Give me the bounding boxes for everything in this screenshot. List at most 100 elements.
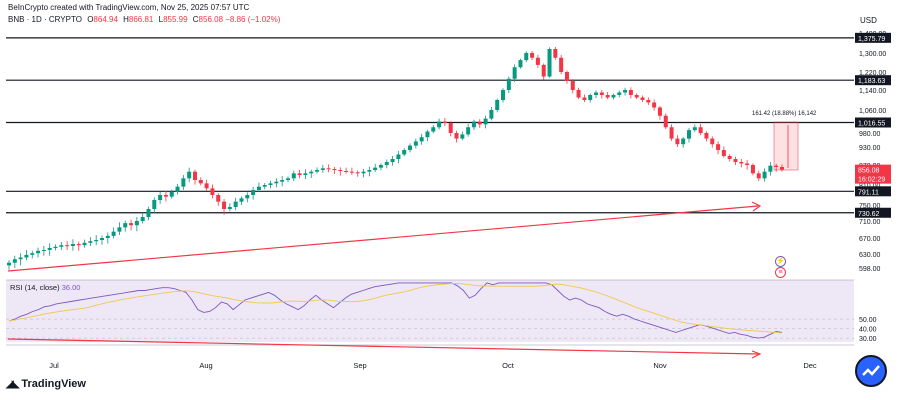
candle-body — [129, 223, 134, 226]
candle-body — [65, 245, 70, 247]
candle-body — [640, 97, 645, 100]
candle-body — [76, 244, 81, 246]
candle-body — [704, 133, 709, 139]
close-key: C — [192, 15, 199, 24]
price-tick-label: 1,220.00 — [859, 70, 886, 77]
candle-body — [134, 221, 139, 226]
candle-body — [367, 170, 372, 172]
rsi-trendline-arrowhead — [751, 350, 762, 359]
candle-body — [698, 127, 703, 133]
time-tick-label: Sep — [353, 361, 366, 370]
currency-label[interactable]: USD — [860, 16, 877, 25]
measure-label: 161.42 (18.88%) 16,142 — [752, 111, 817, 117]
candle-body — [338, 170, 343, 171]
level-price-tag — [855, 207, 891, 218]
rsi-line — [8, 282, 783, 339]
candle-body — [349, 171, 354, 173]
candle-body — [570, 81, 575, 90]
candle-body — [88, 241, 93, 243]
candle-body — [309, 171, 314, 174]
change-value: −8.86 (−1.02%) — [225, 15, 281, 24]
candle-body — [506, 78, 511, 90]
candle-body — [158, 195, 163, 200]
trendlines[interactable] — [7, 201, 762, 359]
price-trendline-arrowhead — [751, 201, 762, 212]
price-tick-label: 1,140.00 — [859, 88, 886, 95]
tradingview-badge-icon[interactable] — [855, 355, 887, 387]
us-flag-event-icon[interactable]: ≡ — [775, 267, 786, 278]
candle-body — [559, 57, 564, 72]
rsi-tick-label: 40.00 — [859, 327, 877, 334]
level-price-tag — [855, 186, 891, 197]
candle-body — [588, 95, 593, 100]
level-price-label: 791.11 — [858, 189, 879, 196]
level-price-label: 1,016.55 — [858, 120, 885, 127]
candle-body — [477, 121, 482, 125]
candle-body — [599, 92, 604, 95]
candle-body — [419, 137, 424, 142]
rsi-moving-average-line — [8, 283, 783, 334]
candle-body — [332, 169, 337, 170]
candle-body — [361, 171, 366, 174]
candle-body — [535, 57, 540, 65]
candle-body — [204, 183, 209, 189]
candle-body — [605, 95, 610, 98]
candle-body — [466, 127, 471, 135]
candle-body — [192, 171, 197, 180]
candle-body — [582, 97, 587, 100]
horizontal-levels[interactable] — [6, 37, 854, 214]
time-axis[interactable]: Jul Aug Sep Oct Nov Dec — [49, 361, 817, 370]
candle-body — [396, 154, 401, 159]
candle-body — [384, 162, 389, 165]
candle-body — [222, 201, 227, 209]
open-key: O — [87, 15, 94, 24]
measure-box[interactable] — [773, 121, 799, 171]
candle-body — [687, 130, 692, 139]
candle-body — [268, 183, 273, 185]
candle-body — [425, 131, 430, 138]
candle-body — [117, 227, 122, 232]
price-trendline[interactable] — [7, 205, 759, 272]
candle-body — [344, 171, 349, 172]
countdown-label: 16:02:29 — [858, 177, 885, 184]
level-price-label: 1,183.63 — [858, 78, 885, 85]
candle-body — [530, 53, 535, 58]
candle-body — [669, 127, 674, 139]
candle-body — [303, 173, 308, 175]
candle-body — [716, 144, 721, 150]
candle-body — [733, 159, 738, 162]
candle-body — [413, 141, 418, 146]
candle-body — [408, 145, 413, 150]
close-value: 856.08 — [198, 15, 224, 24]
candle-body — [460, 134, 465, 139]
candle-body — [378, 165, 383, 168]
candle-body — [611, 95, 616, 98]
candle-body — [681, 138, 686, 145]
candle-body — [7, 262, 11, 266]
candle-body — [297, 173, 302, 175]
candle-body — [495, 100, 500, 110]
candle-body — [727, 156, 732, 159]
candle-body — [547, 49, 552, 77]
symbol-label[interactable]: BNB · 1D · CRYPTO — [8, 15, 82, 24]
candle-body — [739, 162, 744, 164]
candle-body — [774, 165, 779, 167]
flash-event-icon[interactable]: ⚡ — [775, 256, 786, 267]
open-value: 864.94 — [93, 15, 118, 24]
candle-body — [762, 171, 767, 179]
rsi-trendline[interactable] — [7, 338, 759, 355]
candle-body — [285, 178, 290, 180]
candle-body — [634, 95, 639, 98]
time-tick-label: Nov — [653, 361, 667, 370]
tradingview-logo-icon: ◢◣ — [6, 378, 19, 390]
price-range-measure[interactable]: 161.42 (18.88%) 16,142 — [752, 111, 817, 171]
time-tick-label: Dec — [803, 361, 817, 370]
price-axis[interactable]: 1,400.001,300.001,220.001,140.001,060.00… — [855, 31, 891, 343]
current-price-tag — [855, 164, 891, 184]
candle-body — [657, 107, 662, 116]
rsi-value: 36.00 — [61, 283, 81, 292]
tradingview-logo[interactable]: ◢◣ TradingView — [6, 378, 86, 390]
candle-body — [576, 90, 581, 98]
candle-body — [169, 191, 174, 197]
